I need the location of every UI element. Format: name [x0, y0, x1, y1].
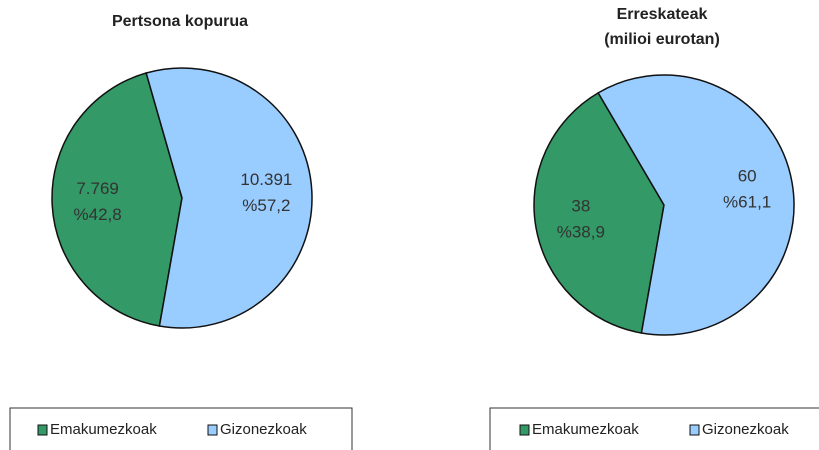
legend-label: Emakumezkoak: [532, 421, 639, 438]
value-label: 38: [571, 196, 590, 215]
legend-label: Gizonezkoak: [702, 421, 789, 438]
pie-slice: [597, 74, 795, 336]
pie-slice: [145, 67, 313, 329]
pie-slice: [533, 91, 665, 334]
chart-title: (milioi eurotan): [604, 31, 720, 48]
chart-title: Pertsona kopurua: [112, 13, 248, 30]
value-label: 60: [738, 167, 757, 186]
legend-swatch: [519, 424, 530, 436]
legend-label: Gizonezkoak: [220, 421, 307, 438]
value-label: 10.391: [240, 170, 292, 189]
legend-box: [489, 407, 819, 450]
percent-label: %38,9: [557, 222, 605, 241]
legend-swatch: [689, 424, 700, 436]
pie-slice: [51, 72, 183, 327]
percent-label: %57,2: [242, 196, 290, 215]
chart-title: Erreskateak: [617, 6, 708, 23]
value-label: 7.769: [76, 179, 119, 198]
legend-label: Emakumezkoak: [50, 421, 157, 438]
legend-swatch: [37, 424, 48, 436]
legend-box: [9, 407, 353, 450]
percent-label: %42,8: [74, 205, 122, 224]
legend-swatch: [207, 424, 218, 436]
percent-label: %61,1: [723, 193, 771, 212]
